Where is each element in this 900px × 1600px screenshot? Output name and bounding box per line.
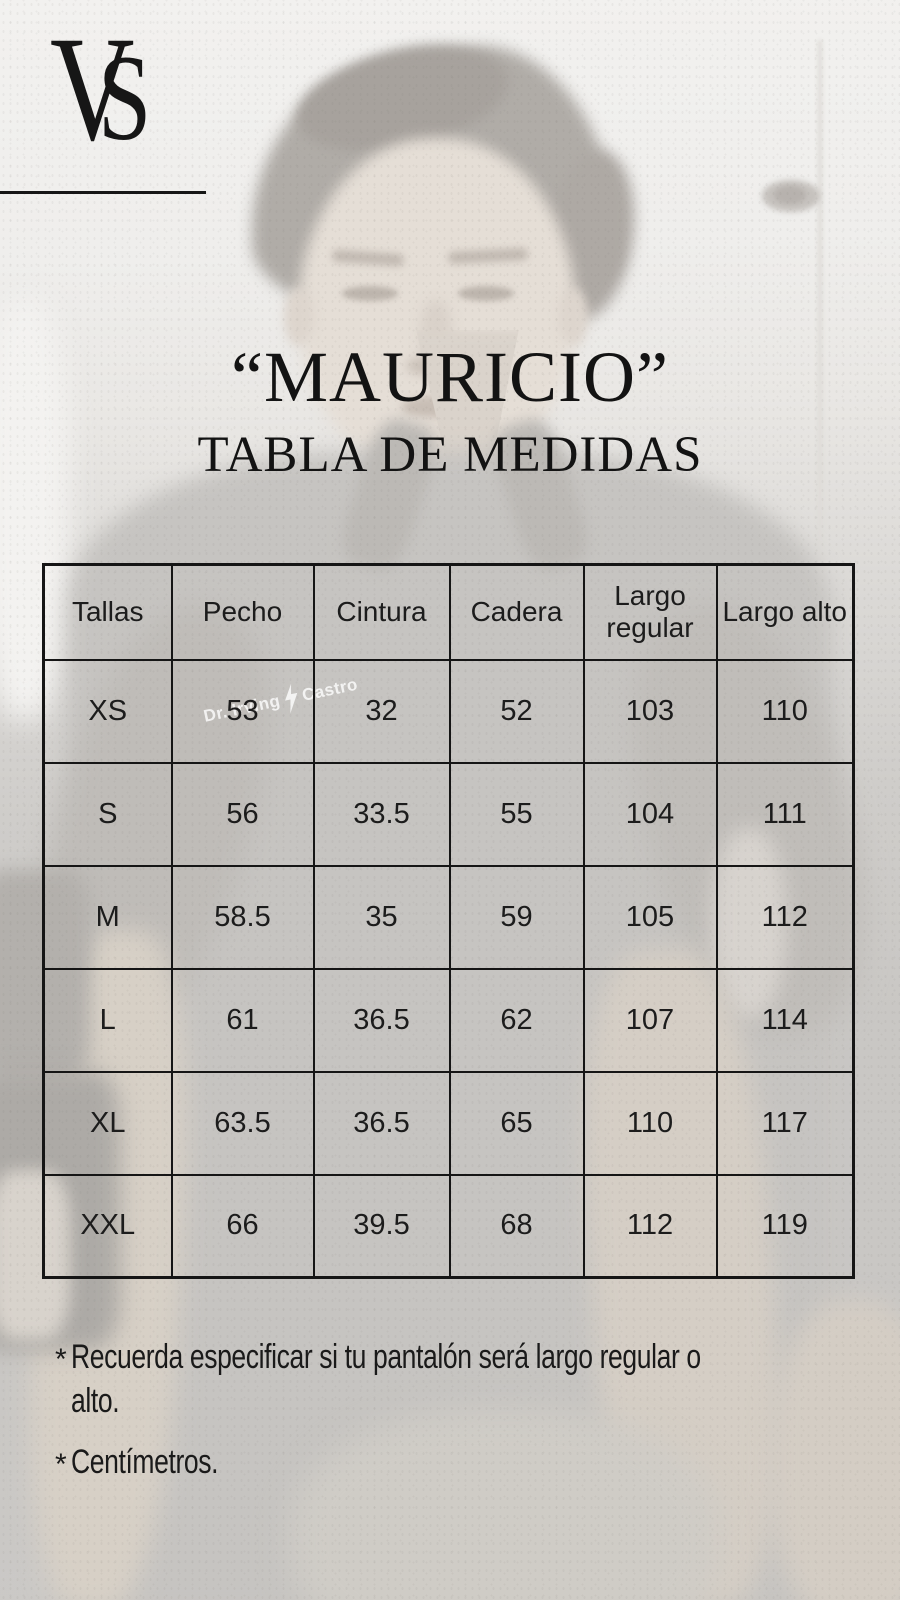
asterisk-marker: * <box>55 1448 67 1482</box>
table-cell: 112 <box>715 864 855 970</box>
table-cell: 53 <box>170 658 315 764</box>
measurements-table: Tallas Pecho Cintura Cadera Largo regula… <box>42 563 855 1279</box>
wall-corner-line <box>818 40 822 640</box>
table-row-xxl: XXL 66 39.5 68 112 119 <box>42 1173 855 1279</box>
note-text: Recuerda especificar si tu pantalón será… <box>70 1338 701 1420</box>
table-cell: 111 <box>715 761 855 867</box>
logo-underline <box>0 191 206 194</box>
table-cell: 36.5 <box>312 1070 451 1176</box>
table-cell: 66 <box>170 1173 315 1279</box>
table-cell: 58.5 <box>170 864 315 970</box>
header-cell-pecho: Pecho <box>170 563 315 661</box>
man-ear-left <box>284 288 314 346</box>
table-cell: 103 <box>582 658 718 764</box>
table-cell: 33.5 <box>312 761 451 867</box>
brand-logo: VS <box>50 14 151 173</box>
table-cell: 52 <box>448 658 585 764</box>
table-cell: 63.5 <box>170 1070 315 1176</box>
table-row-l: L 61 36.5 62 107 114 <box>42 967 855 1073</box>
man-hand-right <box>770 1300 900 1600</box>
header-cell-largo-regular: Largo regular <box>582 563 718 661</box>
logo-letter-s: S <box>98 29 152 166</box>
man-eye-left <box>342 286 398 301</box>
size-label-cell: XS <box>42 658 173 764</box>
table-row-xs: XS 53 32 52 103 110 <box>42 658 855 764</box>
table-cell: 56 <box>170 761 315 867</box>
header-cell-tallas: Tallas <box>42 563 173 661</box>
table-cell: 68 <box>448 1173 585 1279</box>
table-cell: 104 <box>582 761 718 867</box>
size-label-cell: S <box>42 761 173 867</box>
table-row-s: S 56 33.5 55 104 111 <box>42 761 855 867</box>
header-cell-cadera: Cadera <box>448 563 585 661</box>
table-cell: 112 <box>582 1173 718 1279</box>
bottom-light-patch <box>290 1410 720 1600</box>
table-cell: 117 <box>715 1070 855 1176</box>
size-label-cell: XXL <box>42 1173 173 1279</box>
footnotes: * Recuerda especificar si tu pantalón se… <box>55 1336 895 1503</box>
table-cell: 61 <box>170 967 315 1073</box>
table-cell: 107 <box>582 967 718 1073</box>
table-cell: 32 <box>312 658 451 764</box>
asterisk-marker: * <box>55 1343 67 1376</box>
logo-letter-v: V <box>50 6 135 172</box>
note-text: Centímetros. <box>70 1443 219 1482</box>
table-cell: 105 <box>582 864 718 970</box>
table-header-row: Tallas Pecho Cintura Cadera Largo regula… <box>42 563 855 661</box>
size-label-cell: L <box>42 967 173 1073</box>
table-row-xl: XL 63.5 36.5 65 110 117 <box>42 1070 855 1176</box>
header-cell-cintura: Cintura <box>312 563 451 661</box>
man-ear-right <box>558 288 588 346</box>
note-centimetros: * Centímetros. <box>55 1441 895 1485</box>
size-label-cell: M <box>42 864 173 970</box>
wall-smudge-core <box>774 186 806 204</box>
page-subtitle: TABLA DE MEDIDAS <box>197 427 703 483</box>
note-largo: * Recuerda especificar si tu pantalón se… <box>55 1336 895 1423</box>
size-label-cell: XL <box>42 1070 173 1176</box>
table-cell: 62 <box>448 967 585 1073</box>
man-eye-right <box>458 286 514 301</box>
table-cell: 114 <box>715 967 855 1073</box>
table-cell: 119 <box>715 1173 855 1279</box>
product-title: “MAURICIO” <box>231 337 669 417</box>
table-cell: 36.5 <box>312 967 451 1073</box>
table-cell: 65 <box>448 1070 585 1176</box>
table-row-m: M 58.5 35 59 105 112 <box>42 864 855 970</box>
table-cell: 59 <box>448 864 585 970</box>
table-cell: 110 <box>582 1070 718 1176</box>
table-cell: 55 <box>448 761 585 867</box>
table-cell: 39.5 <box>312 1173 451 1279</box>
table-cell: 35 <box>312 864 451 970</box>
table-cell: 110 <box>715 658 855 764</box>
header-cell-largo-alto: Largo alto <box>715 563 855 661</box>
